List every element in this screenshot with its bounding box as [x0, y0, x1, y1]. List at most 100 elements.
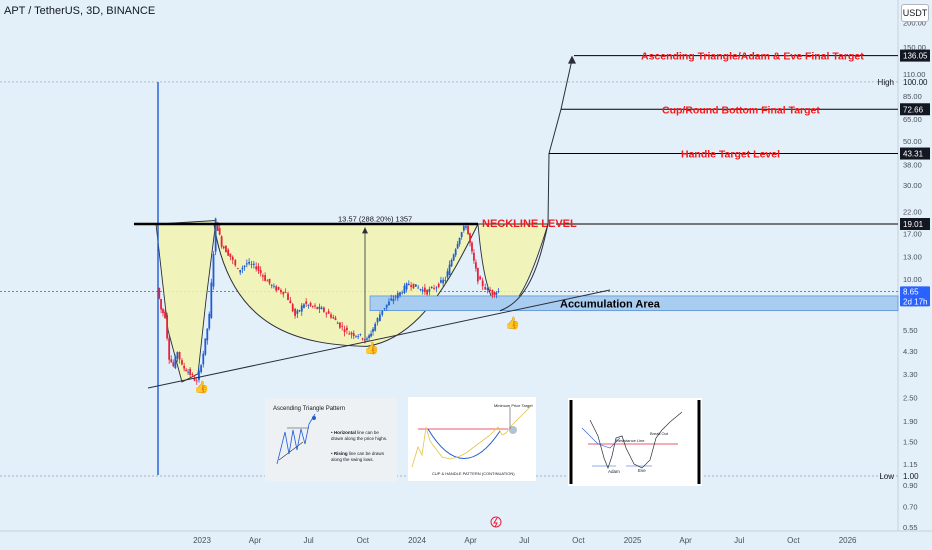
- candle: [168, 334, 171, 364]
- candle: [440, 276, 442, 284]
- candle: [277, 286, 280, 291]
- candle: [266, 279, 269, 282]
- candle: [241, 265, 244, 274]
- projection-path: [499, 59, 573, 312]
- ascending-trendline: [147, 289, 611, 389]
- candle: [239, 269, 242, 276]
- candle: [296, 308, 299, 319]
- accumulation-label: Accumulation Area: [560, 298, 661, 310]
- candle: [410, 282, 413, 291]
- candle: [361, 337, 364, 341]
- price-badge: 19.01: [900, 218, 930, 230]
- currency-button[interactable]: USDT: [901, 4, 929, 22]
- price-tick-label: 4.30: [903, 347, 918, 356]
- candle: [414, 284, 417, 287]
- triangle-bullet-2: • Rising line can be drawn along the swi…: [331, 451, 385, 462]
- thumb-marker-1: 👍: [194, 380, 209, 394]
- time-tick-label: Oct: [787, 536, 800, 545]
- candle: [491, 289, 494, 299]
- candle: [284, 288, 287, 294]
- pattern-fills: [155, 220, 549, 383]
- candle: [208, 311, 211, 331]
- candle: [403, 283, 406, 295]
- cup-caption: CUP & HANDLE PATTERN (CONTINUATION): [432, 471, 515, 476]
- price-badge-text: 136.05: [903, 52, 928, 61]
- price-badges: 136.05 72.66 43.31 19.01: [900, 49, 930, 230]
- thumb-marker-3: 👍: [505, 316, 520, 330]
- candle: [476, 267, 479, 285]
- ascending-triangle-inset: Ascending Triangle Pattern • Horizontal …: [265, 398, 397, 482]
- triangle-inset-title: Ascending Triangle Pattern: [273, 406, 346, 412]
- candle: [454, 248, 457, 258]
- candle: [359, 333, 362, 337]
- candle: [187, 368, 189, 375]
- candle: [261, 273, 264, 281]
- candle: [394, 294, 397, 301]
- candle: [220, 235, 223, 249]
- candle: [185, 368, 187, 372]
- candle: [442, 277, 445, 287]
- price-tick-label: 50.00: [903, 137, 922, 146]
- candle: [166, 312, 168, 341]
- measure-label: 13.57 (288.20%) 1357: [338, 214, 412, 223]
- candle: [407, 280, 410, 286]
- candle: [280, 288, 282, 295]
- candle: [291, 302, 294, 313]
- candle: [473, 249, 475, 264]
- candle: [270, 283, 273, 289]
- candle: [243, 265, 246, 271]
- price-tick-label: 13.00: [903, 253, 922, 262]
- candle: [245, 259, 248, 268]
- price-tick-label: 85.00: [903, 92, 922, 101]
- candle: [493, 291, 496, 298]
- candle: [225, 245, 227, 253]
- price-badge: 43.31: [900, 147, 930, 160]
- time-tick-label: Oct: [357, 536, 370, 545]
- candle: [160, 298, 162, 314]
- candle: [421, 286, 424, 295]
- price-badge-text: 72.66: [903, 105, 924, 114]
- candle: [264, 272, 267, 282]
- candle: [252, 260, 255, 269]
- candle: [198, 367, 200, 383]
- candle: [323, 306, 325, 313]
- eve-label: Eve: [638, 468, 646, 473]
- time-tick-label: Jul: [519, 536, 529, 545]
- current-price-text: 8.65: [903, 287, 919, 296]
- candle: [300, 303, 303, 316]
- candle: [174, 354, 177, 370]
- candle: [368, 333, 370, 342]
- candle: [316, 306, 319, 310]
- candle: [195, 376, 198, 385]
- symbol-header[interactable]: APT / TetherUS, 3D, BINANCE: [4, 5, 156, 17]
- price-badge: 72.66: [900, 103, 930, 116]
- candle: [366, 336, 368, 342]
- time-tick-label: Apr: [464, 536, 477, 545]
- candle: [437, 282, 440, 289]
- time-tick-label: Jul: [303, 536, 313, 545]
- time-axis-ticks: 2023 Apr Jul Oct 2024 Apr Jul Oct 2025 Apr Jul Oct 2…: [193, 536, 857, 545]
- candle: [212, 251, 215, 290]
- candle: [305, 298, 308, 307]
- candle: [231, 255, 234, 265]
- candle: [320, 305, 323, 310]
- candle: [370, 330, 372, 338]
- candle: [489, 286, 491, 292]
- time-tick-label: Apr: [249, 536, 262, 545]
- candle: [176, 351, 179, 362]
- lightning-icon[interactable]: [490, 516, 502, 528]
- candle: [357, 334, 360, 340]
- candle: [495, 291, 498, 299]
- candle: [350, 331, 353, 339]
- candle: [206, 328, 209, 345]
- cup-target-label: Minimum Price Target: [494, 403, 533, 408]
- price-tick-label: 5.50: [903, 326, 918, 335]
- candle: [307, 304, 310, 309]
- price-badge-text: 43.31: [903, 150, 924, 159]
- candle: [479, 275, 482, 280]
- candle: [426, 289, 428, 296]
- price-tick-label: 110.00: [903, 70, 925, 79]
- candle: [475, 259, 477, 272]
- measure-arrowhead: [362, 227, 368, 234]
- candle: [462, 224, 465, 233]
